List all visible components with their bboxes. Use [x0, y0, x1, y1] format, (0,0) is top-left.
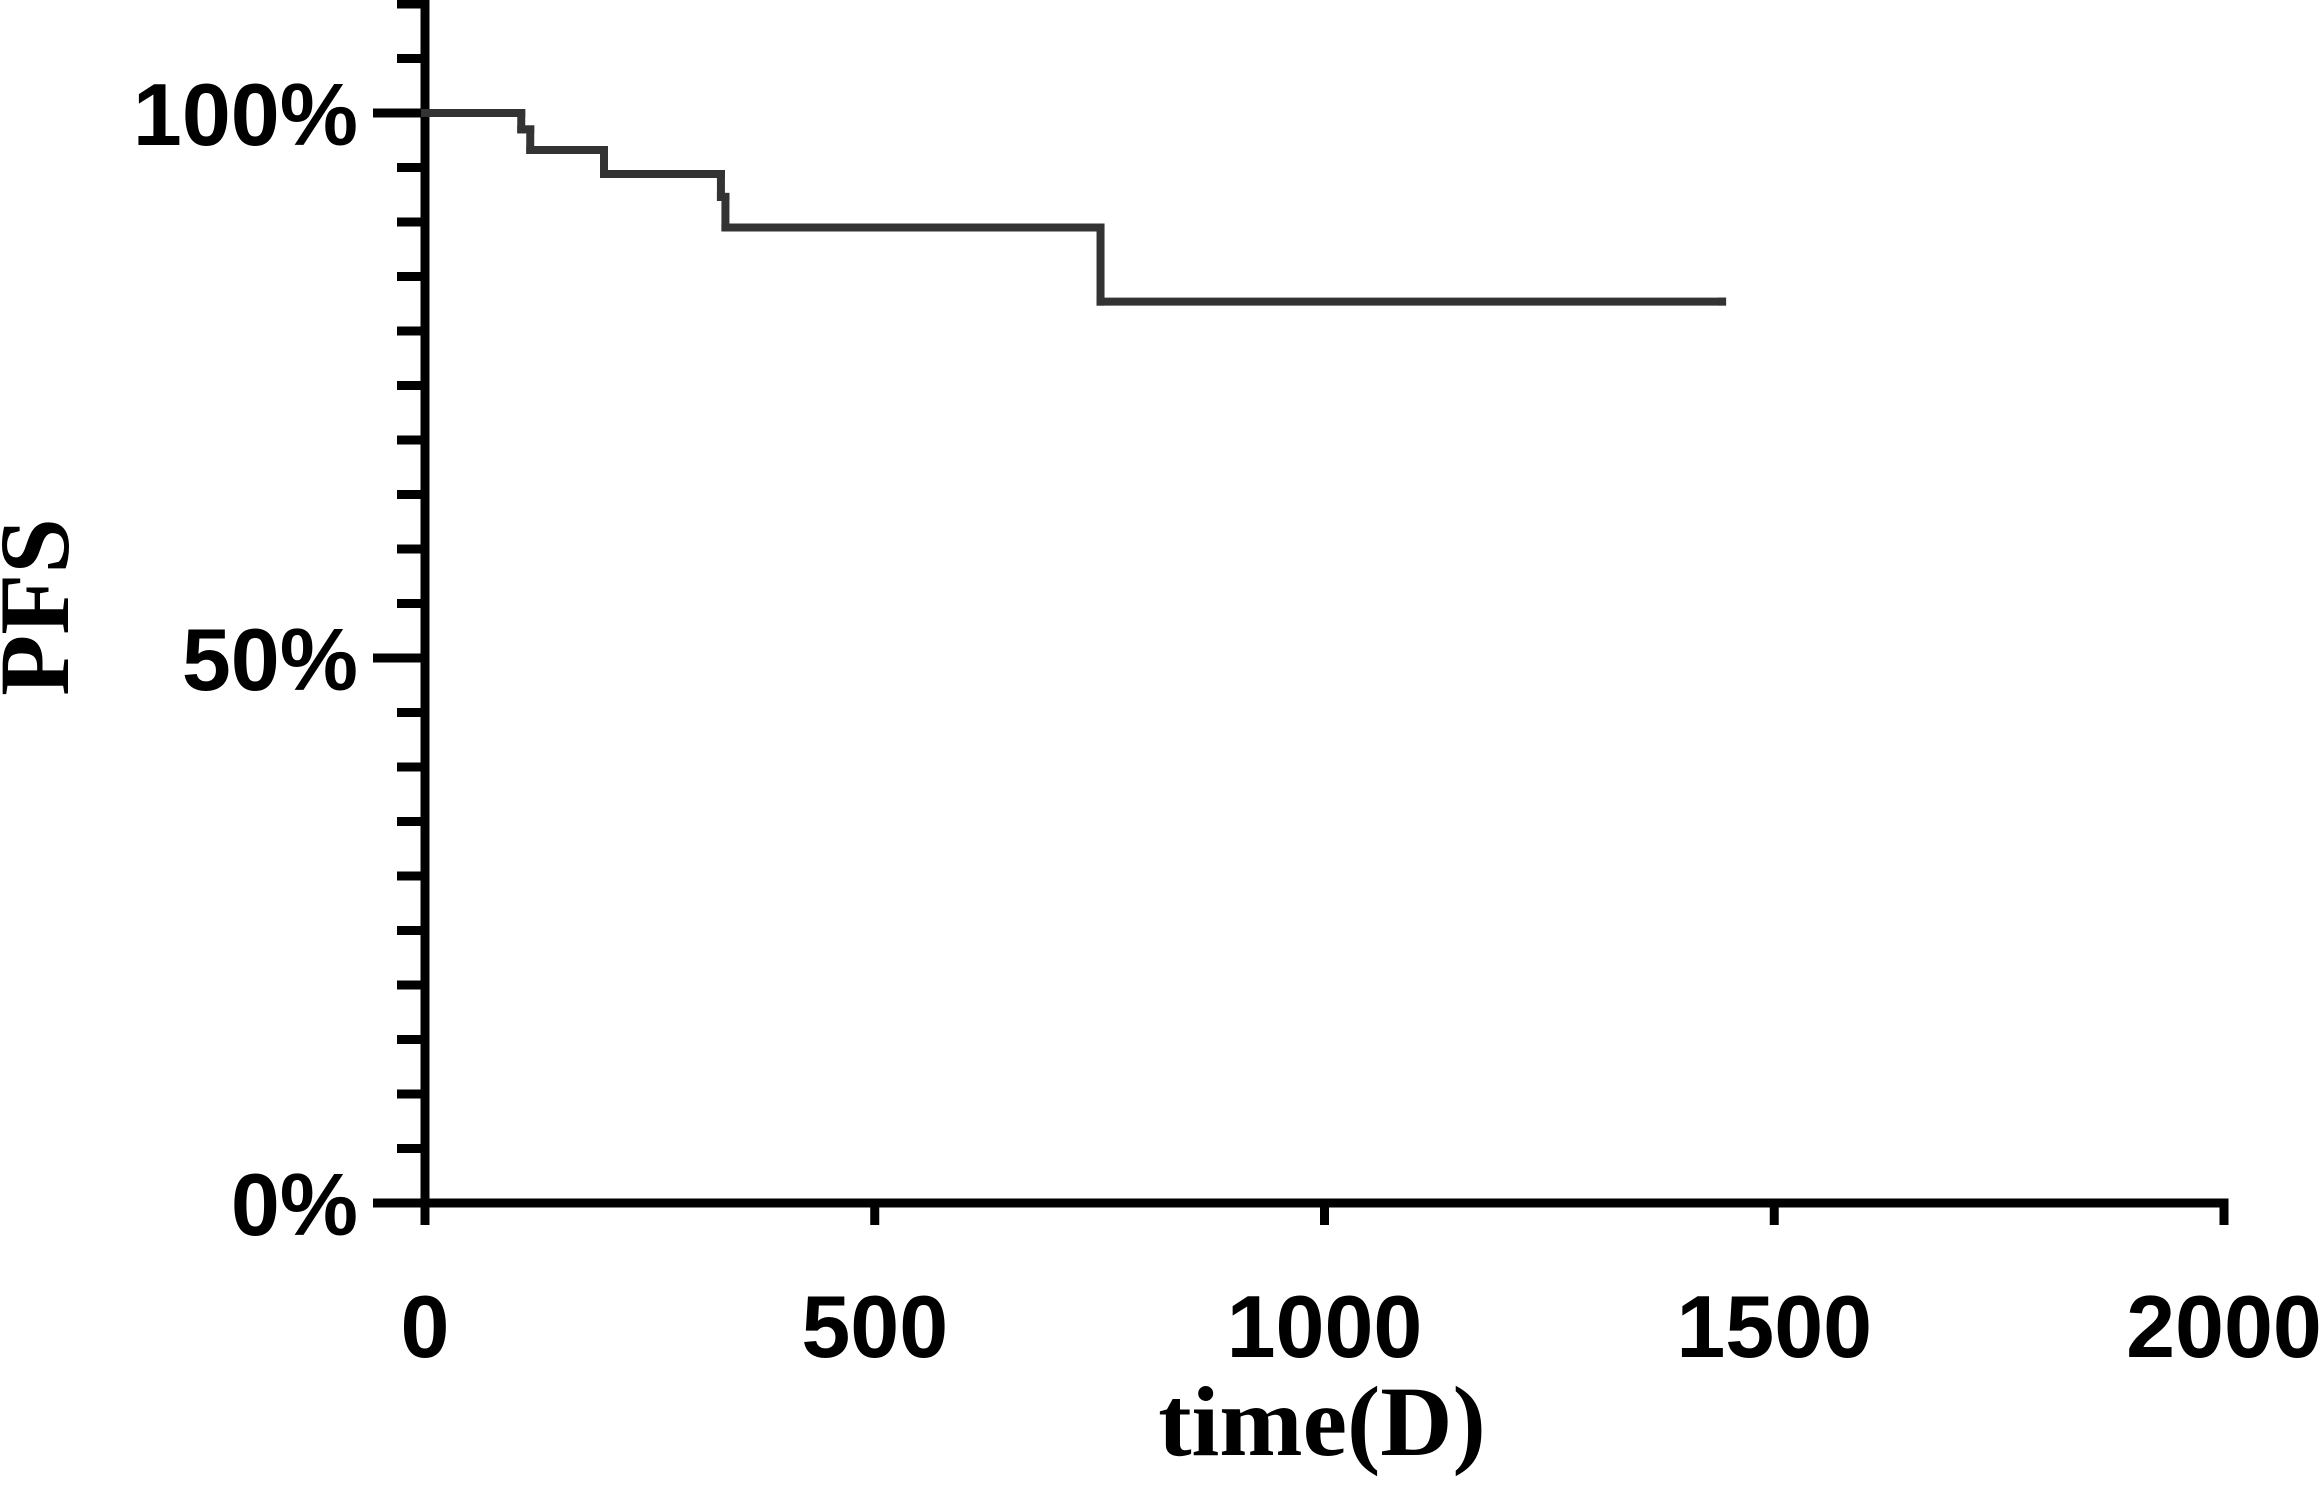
y-tick-label: 100%: [133, 65, 358, 164]
x-axis-title: time(D): [1158, 1366, 1486, 1477]
x-tick-label: 2000: [2126, 1277, 2322, 1376]
x-tick-label: 1000: [1227, 1277, 1423, 1376]
x-tick-label: 500: [801, 1277, 948, 1376]
x-tick-label: 0: [401, 1277, 450, 1376]
y-tick-label: 50%: [182, 610, 358, 709]
x-tick-label: 1500: [1676, 1277, 1872, 1376]
y-tick-label: 0%: [231, 1155, 358, 1254]
y-axis-title: PFS: [0, 518, 90, 696]
